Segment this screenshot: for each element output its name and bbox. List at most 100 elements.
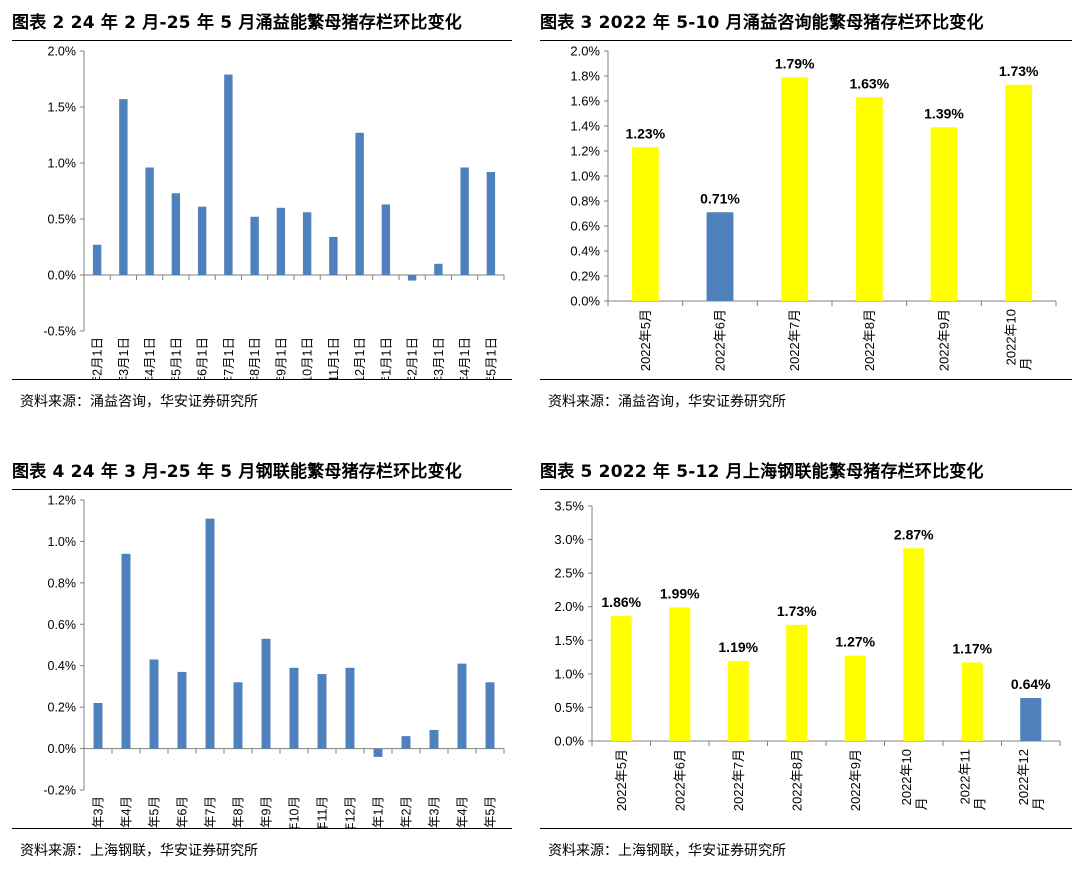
title-rule [12,40,512,41]
bar [903,548,925,741]
chart-panel-2: 图表 2 24 年 2 月-25 年 5 月涌益能繁母猪存栏环比变化 -0.5%… [12,8,512,418]
x-tick-label: 2022年5月 [638,309,653,371]
chart-panel-5: 图表 5 2022 年 5-12 月上海钢联能繁母猪存栏环比变化 0.0% 0.5… [540,457,1072,867]
bar-chart-4: -0.2% 0.0% 0.2% 0.4% 0.6% 0.8% 1.0% 1.2% 2024年3月… [12,490,512,828]
x-tick-label: 2025年5月 [484,796,498,828]
y-tick-label: 2.0% [554,599,584,614]
x-tick-label: 2024年4月1日 [143,337,157,379]
y-tick-label: 0.8% [570,194,600,209]
source-note: 资料来源：上海钢联，华安证券研究所 [20,843,258,859]
x-tick-label: 2024年3月 [92,796,106,828]
source-rule [12,828,512,829]
bar [224,74,233,275]
x-tick-label: 2024年6月 [176,796,190,828]
chart-panel-4: 图表 4 24 年 3 月-25 年 5 月钢联能繁母猪存栏环比变化 -0.2%… [12,457,512,867]
x-tick-label: 2024年6月1日 [196,337,210,379]
x-tick-label: 2022年10 [1004,309,1019,365]
bar [197,206,207,275]
x-tick-label: 2025年4月1日 [458,337,472,379]
x-tick-label-wrap: 月 [972,797,987,810]
y-tick-label: 2.0% [570,44,600,59]
y-tick-label: 0.0% [570,294,600,309]
bar [407,275,417,281]
x-tick-label: 2024年10月 [288,796,302,828]
bar [329,236,338,275]
y-tick-label: 2.5% [554,566,584,581]
y-tick-label: 0.5% [48,213,77,227]
title-rule [540,40,1072,41]
x-tick-label: 2025年2月 [400,796,414,828]
x-tick-label: 2024年12月 [344,796,358,828]
x-tick-label: 2024年9月1日 [274,337,288,379]
bar [855,97,883,301]
bar [460,167,469,275]
y-tick-label: 0.4% [570,244,600,259]
x-tick-label: 2022年10 [899,749,914,805]
bar [355,132,364,275]
data-label: 1.99% [660,585,700,601]
bar [631,147,659,301]
bar [844,655,866,741]
bar [345,667,355,749]
bar [177,671,187,749]
chart-title: 图表 4 24 年 3 月-25 年 5 月钢联能繁母猪存栏环比变化 [12,462,463,482]
x-tick-label: 2024年12月1日 [353,337,367,379]
x-tick-label: 2024年8月 [232,796,246,828]
x-tick-label: 2025年1月1日 [379,337,393,379]
x-tick-label: 2025年3月1日 [432,337,446,379]
bar [786,624,808,741]
data-label: 2.87% [894,526,934,542]
y-tick-label: 0.2% [48,701,77,715]
title-rule [12,489,512,490]
data-label: 1.23% [625,125,665,141]
chart-panel-3: 图表 3 2022 年 5-10 月涌益咨询能繁母猪存栏环比变化 0.0% 0.2… [540,8,1072,418]
source-note: 资料来源：上海钢联，华安证券研究所 [548,843,786,859]
y-tick-label: 1.0% [48,157,77,171]
bar [171,193,181,275]
bar [145,167,154,275]
bar [119,99,128,275]
x-tick-label: 2025年5月1日 [484,337,498,379]
bar [233,682,243,749]
bar [930,127,958,301]
data-label: 1.19% [718,639,758,655]
x-tick-label: 2024年5月1日 [169,337,183,379]
bar [706,212,734,301]
x-tick-label: 2025年2月1日 [406,337,420,379]
bar [961,662,983,741]
bar-chart-3: 0.0% 0.2% 0.4% 0.6% 0.8% 1.0% 1.2% 1.4% 1.6% 1.8%… [540,41,1072,379]
bar [373,748,383,757]
source-note: 资料来源：涌益咨询，华安证券研究所 [548,394,786,410]
bar [121,553,131,749]
x-tick-label-wrap: 月 [914,797,929,810]
bar [434,263,443,275]
y-tick-label: 1.8% [570,69,600,84]
y-tick-label: 0.8% [48,576,77,590]
bar [781,77,809,301]
chart-title: 图表 3 2022 年 5-10 月涌益咨询能繁母猪存栏环比变化 [540,13,984,33]
x-tick-label: 2022年7月 [731,749,746,811]
y-tick-label: 1.5% [554,633,584,648]
y-tick-label: 1.2% [570,144,600,159]
bar [289,667,299,749]
bar [457,663,467,749]
source-rule [12,379,512,380]
y-tick-label: 1.0% [48,535,77,549]
y-tick-label: 0.6% [48,618,77,632]
y-tick-label: 0.0% [48,269,77,283]
data-label: 1.79% [775,55,815,71]
x-tick-label: 2025年3月 [428,796,442,828]
y-tick-label: 1.0% [554,666,584,681]
x-tick-label: 2022年5月 [614,749,629,811]
bar [302,212,312,275]
data-label: 1.27% [835,634,875,650]
bar-chart-2: -0.5% 0.0% 0.5% 1.0% 1.5% 2.0% 2024年2月1日 2024年3… [12,41,512,379]
data-label: 1.73% [777,603,817,619]
source-rule [540,828,1072,829]
y-tick-label: 1.6% [570,94,600,109]
bar-chart-5: 0.0% 0.5% 1.0% 1.5% 2.0% 2.5% 3.0% 3.5% 1.86% 202… [540,490,1072,828]
y-tick-label: 1.4% [570,119,600,134]
x-tick-label: 2022年8月 [789,749,804,811]
y-tick-label: 0.2% [570,269,600,284]
bar [429,729,439,749]
